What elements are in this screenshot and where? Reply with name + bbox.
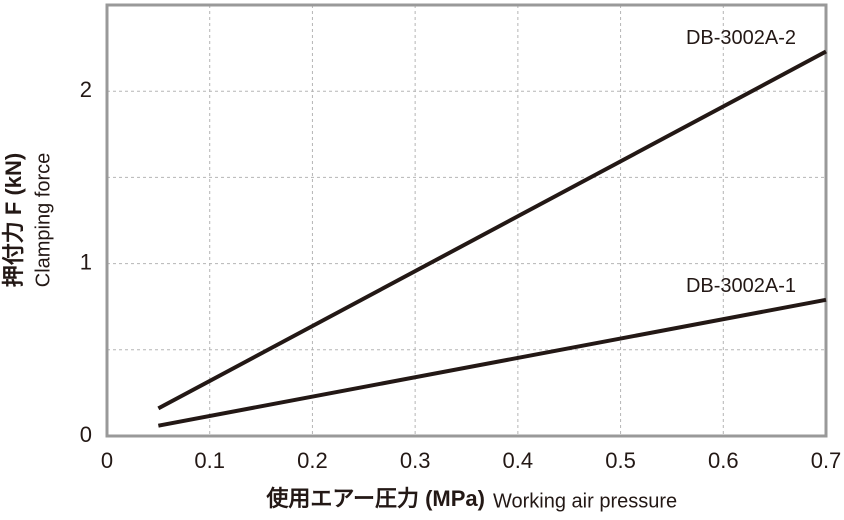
x-tick-label: 0.2: [297, 448, 328, 473]
x-tick-label: 0.5: [605, 448, 636, 473]
series-label: DB-3002A-2: [686, 27, 796, 49]
series-line: [157, 297, 827, 428]
x-tick-label: 0.1: [194, 448, 225, 473]
y-tick-label: 1: [80, 249, 92, 274]
x-axis-subtitle: Working air pressure: [493, 490, 677, 512]
x-tick-label: 0.3: [400, 448, 431, 473]
y-tick-label: 2: [80, 77, 92, 102]
x-tick-label: 0: [101, 448, 113, 473]
y-axis-subtitle: Clamping force: [32, 153, 54, 288]
series-line: [157, 49, 827, 411]
x-tick-label: 0.4: [503, 448, 534, 473]
x-tick-label: 0.6: [708, 448, 739, 473]
y-tick-label: 0: [80, 422, 92, 447]
x-tick-label: 0.7: [811, 448, 842, 473]
series-label: DB-3002A-1: [686, 275, 796, 297]
y-axis-title: 押付力 F (kN): [1, 153, 26, 287]
x-axis-title: 使用エアー圧力 (MPa): [265, 486, 485, 511]
plot-frame: [105, 3, 828, 438]
